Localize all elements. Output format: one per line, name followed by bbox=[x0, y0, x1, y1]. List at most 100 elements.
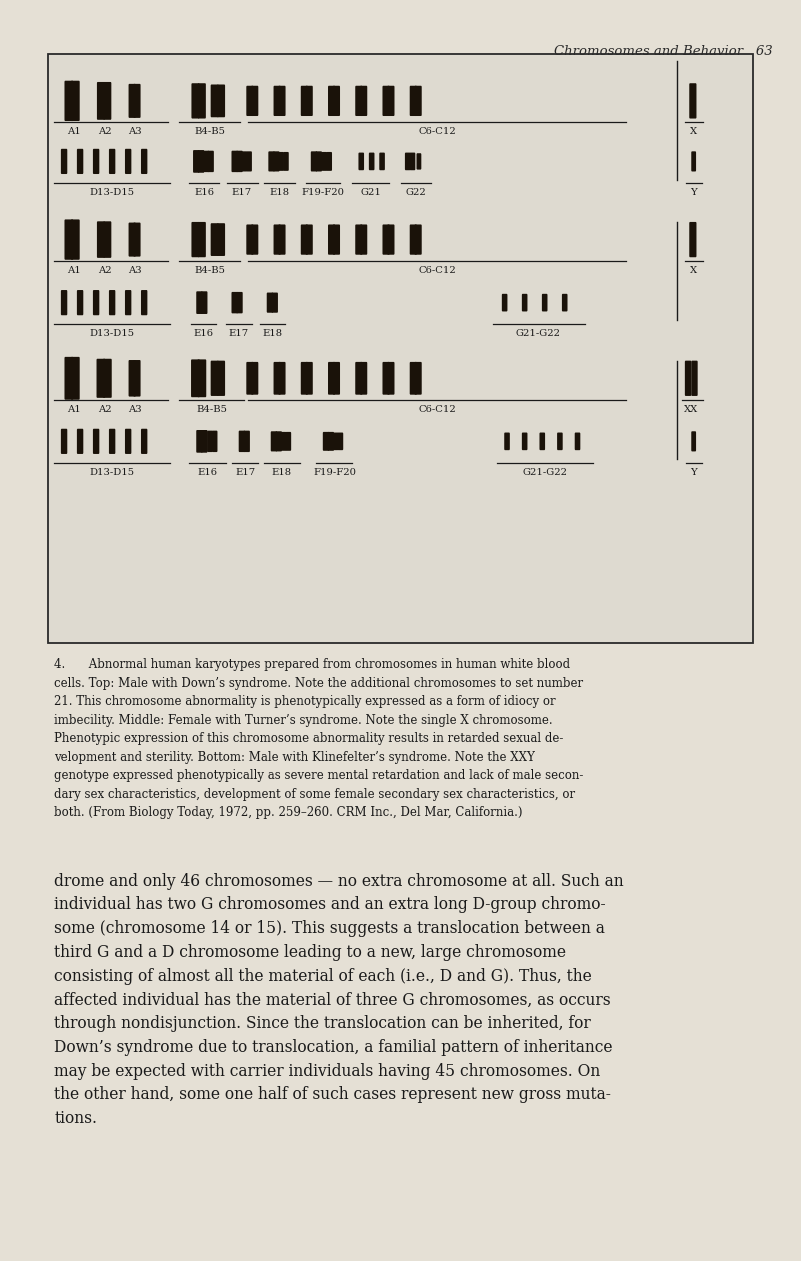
Text: G21: G21 bbox=[360, 188, 381, 197]
FancyBboxPatch shape bbox=[691, 431, 696, 451]
Text: D13-D15: D13-D15 bbox=[90, 468, 135, 477]
FancyBboxPatch shape bbox=[109, 429, 115, 454]
FancyBboxPatch shape bbox=[321, 151, 327, 170]
Text: F19-F20: F19-F20 bbox=[301, 188, 344, 197]
FancyBboxPatch shape bbox=[328, 86, 336, 116]
FancyBboxPatch shape bbox=[247, 224, 253, 255]
FancyBboxPatch shape bbox=[77, 429, 83, 454]
FancyBboxPatch shape bbox=[272, 293, 278, 313]
FancyBboxPatch shape bbox=[141, 290, 147, 315]
FancyBboxPatch shape bbox=[77, 290, 83, 315]
FancyBboxPatch shape bbox=[691, 151, 696, 171]
FancyBboxPatch shape bbox=[410, 153, 416, 170]
Text: B4-B5: B4-B5 bbox=[195, 266, 225, 275]
Text: F19-F20: F19-F20 bbox=[313, 468, 356, 477]
FancyBboxPatch shape bbox=[93, 429, 99, 454]
FancyBboxPatch shape bbox=[109, 149, 115, 174]
FancyBboxPatch shape bbox=[323, 431, 329, 450]
FancyBboxPatch shape bbox=[267, 293, 273, 313]
FancyBboxPatch shape bbox=[211, 223, 219, 256]
FancyBboxPatch shape bbox=[141, 429, 147, 454]
FancyBboxPatch shape bbox=[410, 224, 417, 255]
FancyBboxPatch shape bbox=[191, 83, 199, 119]
FancyBboxPatch shape bbox=[133, 222, 141, 256]
Bar bbox=[48, 54, 753, 643]
FancyBboxPatch shape bbox=[70, 357, 79, 400]
Text: C6-C12: C6-C12 bbox=[418, 266, 457, 275]
FancyBboxPatch shape bbox=[93, 290, 99, 315]
FancyBboxPatch shape bbox=[285, 431, 292, 450]
FancyBboxPatch shape bbox=[301, 362, 308, 395]
FancyBboxPatch shape bbox=[236, 291, 243, 313]
FancyBboxPatch shape bbox=[279, 151, 284, 170]
Text: E16: E16 bbox=[195, 188, 214, 197]
FancyBboxPatch shape bbox=[198, 150, 204, 173]
FancyBboxPatch shape bbox=[333, 433, 339, 450]
FancyBboxPatch shape bbox=[327, 151, 332, 170]
FancyBboxPatch shape bbox=[61, 290, 67, 315]
FancyBboxPatch shape bbox=[279, 224, 285, 255]
FancyBboxPatch shape bbox=[405, 153, 411, 170]
FancyBboxPatch shape bbox=[359, 153, 364, 170]
FancyBboxPatch shape bbox=[280, 431, 287, 450]
Text: Chromosomes and Behavior   63: Chromosomes and Behavior 63 bbox=[554, 45, 773, 58]
FancyBboxPatch shape bbox=[368, 153, 375, 170]
Text: A1: A1 bbox=[66, 127, 81, 136]
FancyBboxPatch shape bbox=[217, 361, 225, 396]
FancyBboxPatch shape bbox=[231, 291, 238, 313]
FancyBboxPatch shape bbox=[540, 433, 545, 450]
FancyBboxPatch shape bbox=[380, 153, 385, 170]
FancyBboxPatch shape bbox=[410, 362, 417, 395]
FancyBboxPatch shape bbox=[388, 224, 394, 255]
FancyBboxPatch shape bbox=[97, 82, 105, 120]
FancyBboxPatch shape bbox=[273, 362, 280, 395]
Text: C6-C12: C6-C12 bbox=[418, 127, 457, 136]
FancyBboxPatch shape bbox=[128, 222, 136, 256]
FancyBboxPatch shape bbox=[247, 86, 253, 116]
FancyBboxPatch shape bbox=[231, 150, 238, 171]
FancyBboxPatch shape bbox=[685, 361, 691, 396]
FancyBboxPatch shape bbox=[333, 86, 340, 116]
FancyBboxPatch shape bbox=[203, 150, 209, 171]
FancyBboxPatch shape bbox=[306, 86, 312, 116]
FancyBboxPatch shape bbox=[196, 291, 203, 314]
Text: E16: E16 bbox=[198, 468, 217, 477]
FancyBboxPatch shape bbox=[689, 83, 697, 119]
FancyBboxPatch shape bbox=[109, 290, 115, 315]
FancyBboxPatch shape bbox=[93, 149, 99, 174]
FancyBboxPatch shape bbox=[70, 81, 79, 121]
FancyBboxPatch shape bbox=[360, 224, 367, 255]
FancyBboxPatch shape bbox=[522, 294, 528, 311]
FancyBboxPatch shape bbox=[388, 86, 394, 116]
FancyBboxPatch shape bbox=[328, 431, 334, 450]
FancyBboxPatch shape bbox=[77, 149, 83, 174]
FancyBboxPatch shape bbox=[415, 362, 422, 395]
Text: 4.  Abnormal human karyotypes prepared from chromosomes in human white blood
cel: 4. Abnormal human karyotypes prepared fr… bbox=[54, 658, 584, 820]
FancyBboxPatch shape bbox=[64, 357, 73, 400]
FancyBboxPatch shape bbox=[191, 359, 200, 397]
Text: A1: A1 bbox=[66, 266, 81, 275]
FancyBboxPatch shape bbox=[125, 429, 131, 454]
FancyBboxPatch shape bbox=[64, 219, 73, 260]
FancyBboxPatch shape bbox=[356, 86, 362, 116]
FancyBboxPatch shape bbox=[557, 433, 563, 450]
FancyBboxPatch shape bbox=[273, 86, 280, 116]
Text: B4-B5: B4-B5 bbox=[196, 405, 227, 414]
FancyBboxPatch shape bbox=[279, 362, 285, 395]
Text: E18: E18 bbox=[272, 468, 292, 477]
FancyBboxPatch shape bbox=[217, 84, 225, 117]
Text: A2: A2 bbox=[98, 405, 112, 414]
FancyBboxPatch shape bbox=[198, 222, 206, 257]
FancyBboxPatch shape bbox=[247, 151, 252, 171]
FancyBboxPatch shape bbox=[217, 223, 225, 256]
FancyBboxPatch shape bbox=[388, 362, 394, 395]
Text: drome and only 46 chromosomes — no extra chromosome at all. Such an
individual h: drome and only 46 chromosomes — no extra… bbox=[54, 873, 624, 1127]
FancyBboxPatch shape bbox=[61, 149, 67, 174]
FancyBboxPatch shape bbox=[268, 151, 275, 171]
FancyBboxPatch shape bbox=[70, 219, 79, 260]
Text: Y: Y bbox=[690, 188, 697, 197]
FancyBboxPatch shape bbox=[211, 430, 218, 451]
FancyBboxPatch shape bbox=[271, 431, 277, 451]
FancyBboxPatch shape bbox=[191, 222, 199, 257]
FancyBboxPatch shape bbox=[252, 362, 258, 395]
